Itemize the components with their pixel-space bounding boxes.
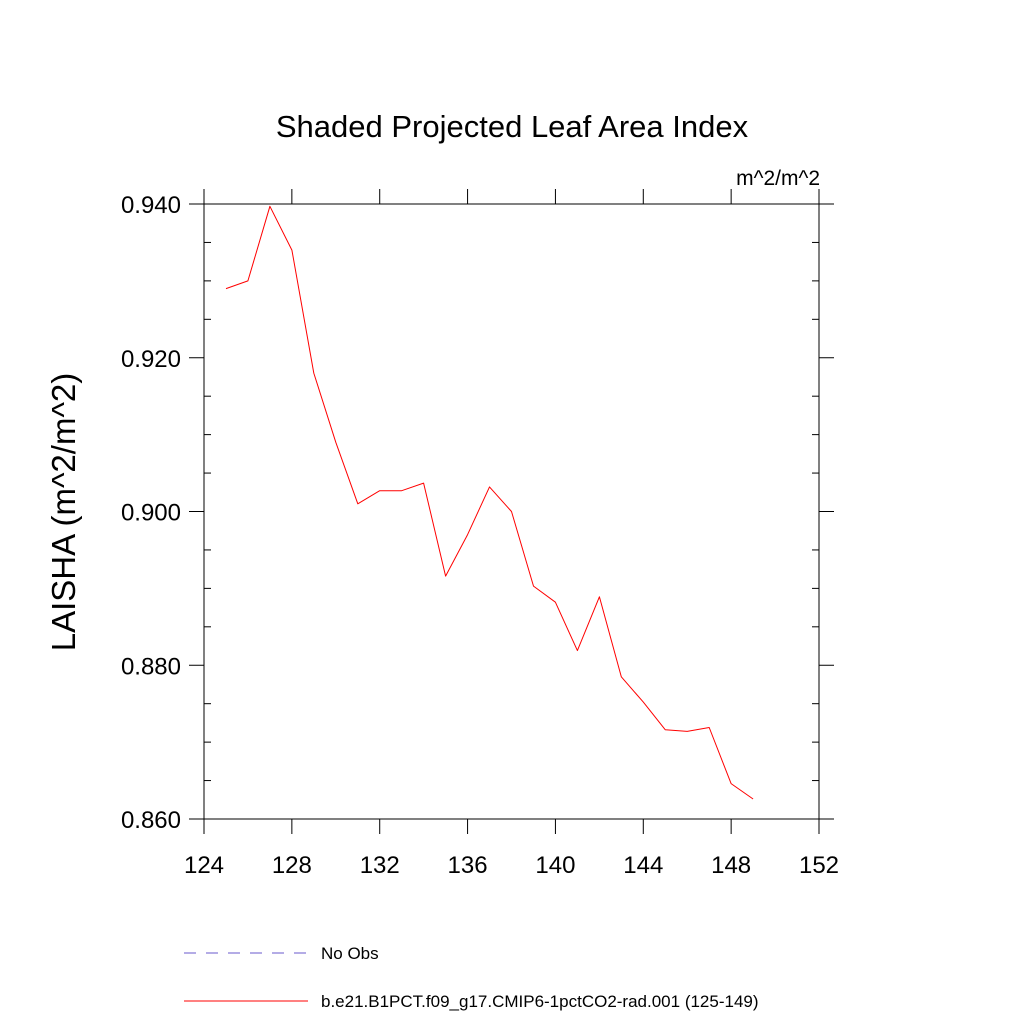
y-axis-label: LAISHA (m^2/m^2) [45,373,82,652]
x-tick-label: 132 [360,852,400,879]
axis-ticks: 124 128 132 136 140 144 148 152 0.860 0.880 0.900 0… [121,189,839,879]
legend-label: b.e21.B1PCT.f09_g17.CMIP6-1pctCO2-rad.00… [321,992,759,1011]
y-tick-label: 0.860 [121,807,181,834]
units-label: m^2/m^2 [736,167,820,190]
x-tick-label: 144 [623,852,663,879]
x-tick-label: 124 [184,852,224,879]
x-tick-label: 128 [272,852,312,879]
x-tick-label: 136 [448,852,488,879]
y-tick-label: 0.900 [121,500,181,527]
legend-label: No Obs [321,944,379,963]
legend: No Obs b.e21.B1PCT.f09_g17.CMIP6-1pctCO2-… [184,944,759,1011]
y-tick-label: 0.880 [121,653,181,680]
series-line-1 [226,206,753,799]
series-layer [226,206,753,799]
y-tick-label: 0.920 [121,346,181,373]
x-tick-label: 148 [711,852,751,879]
x-tick-label: 152 [799,852,839,879]
x-tick-label: 140 [535,852,575,879]
chart-title: Shaded Projected Leaf Area Index [276,109,749,144]
y-tick-label: 0.940 [121,192,181,219]
